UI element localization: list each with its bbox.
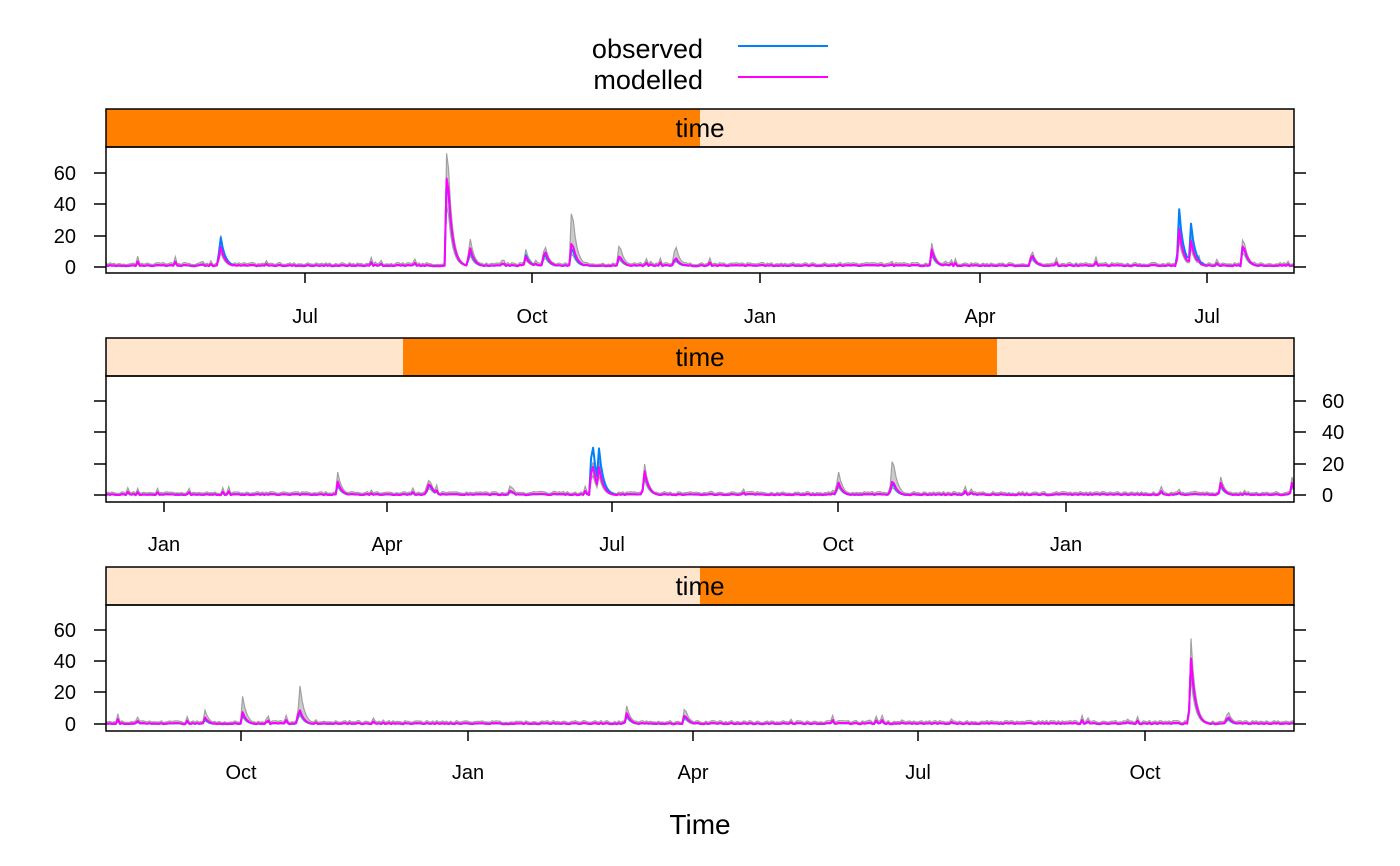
plot-frame [105,375,1295,503]
series-modelled [106,177,1294,268]
y-tick-label: 40 [1322,422,1344,444]
series-observed [106,180,1294,268]
series-observed [106,659,1294,726]
y-tick-label: 40 [54,651,76,673]
x-tick-label: Jul [599,534,625,556]
x-tick-label: Oct [1129,762,1161,784]
plot-frame [105,604,1295,732]
series-modelled [106,657,1294,726]
y-tick-label: 0 [65,257,76,279]
y-tick-label: 20 [54,682,76,704]
strip-highlight [700,567,1294,605]
y-tick-label: 20 [1322,454,1344,476]
series-observed [106,446,1294,497]
x-tick-label: Oct [516,306,548,328]
x-tick-label: Jul [905,762,931,784]
uncertainty-band [106,461,1294,496]
uncertainty-band [106,153,1294,268]
plot-frame [105,146,1295,274]
x-tick-label: Oct [225,762,257,784]
y-tick-label: 60 [54,620,76,642]
x-tick-label: Jan [744,306,776,328]
x-tick-label: Jul [292,306,318,328]
y-tick-label: 60 [54,163,76,185]
strip-label: time [675,342,724,372]
legend-label-modelled: modelled [593,65,703,95]
panel-1: time 0 20 40 60 Jul Oct Jan Apr Jul [54,108,1306,328]
x-tick-label: Apr [371,534,402,556]
x-tick-label: Jan [148,534,180,556]
panel-3: time 0 20 40 60 Oct Jan Apr Jul Oct [54,566,1306,784]
y-tick-label: 60 [1322,391,1344,413]
x-tick-label: Jul [1194,306,1220,328]
panels: time 0 20 40 60 Jul Oct Jan Apr Jul time 0 20 40 60 Jan… [54,108,1344,784]
series-group [106,638,1294,726]
x-tick-label: Jan [452,762,484,784]
series-modelled [106,465,1294,497]
strip-highlight [403,338,997,376]
y-tick-label: 40 [54,194,76,216]
series-group [106,446,1294,497]
x-tick-label: Oct [822,534,854,556]
x-tick-label: Jan [1050,534,1082,556]
x-axis-label: Time [669,809,730,840]
y-tick-label: 20 [54,226,76,248]
x-tick-label: Apr [964,306,995,328]
strip-label: time [675,113,724,143]
strip-highlight [106,109,700,147]
uncertainty-band [106,638,1294,725]
strip-label: time [675,571,724,601]
legend: observed modelled [592,34,828,95]
y-tick-label: 0 [65,714,76,736]
y-tick-label: 0 [1322,485,1333,507]
legend-label-observed: observed [592,34,703,64]
x-tick-label: Apr [677,762,708,784]
series-group [106,153,1294,268]
panel-2: time 0 20 40 60 Jan Apr Jul Oct Jan [94,337,1344,556]
